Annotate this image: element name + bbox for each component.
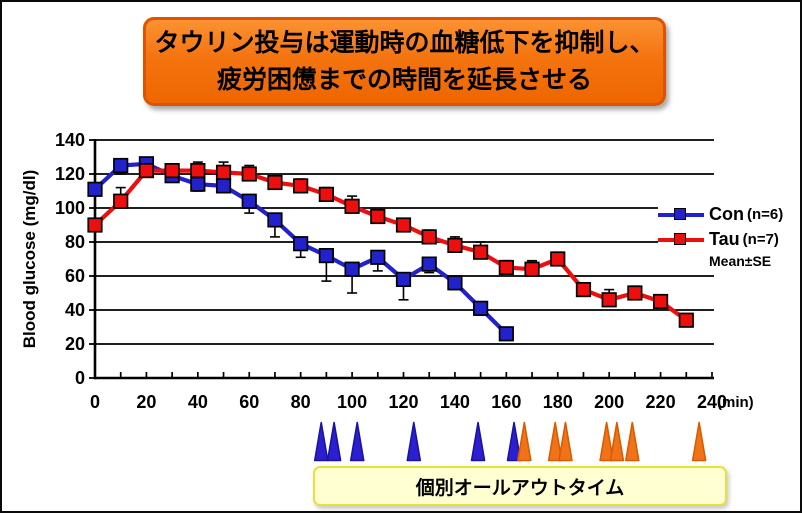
con-data-point xyxy=(87,181,103,197)
tau-allout-triangle xyxy=(625,421,640,462)
legend-item-con: Con (n=6) xyxy=(658,202,800,227)
tau-allout-triangle xyxy=(609,421,625,462)
x-tick-label: 40 xyxy=(188,392,208,412)
figure-title-box: タウリン投与は運動時の血糖低下を抑制し、 疲労困憊までの時間を延長させる xyxy=(143,17,666,106)
tau-marker-sample xyxy=(674,232,686,245)
con-data-point xyxy=(370,249,386,265)
con-data-point xyxy=(447,275,463,291)
y-tick-label: 40 xyxy=(65,300,85,320)
x-tick-label: 120 xyxy=(388,392,418,412)
x-tick-label: 240 xyxy=(697,392,727,412)
x-tick-label: 220 xyxy=(646,392,676,412)
tau-data-point xyxy=(627,285,643,301)
x-axis-unit-label: (min) xyxy=(717,394,754,411)
tau-data-point xyxy=(87,217,103,233)
tau-data-point xyxy=(678,312,694,328)
tau-data-point xyxy=(447,237,463,253)
con-data-point xyxy=(473,300,489,316)
tau-data-point xyxy=(575,282,592,298)
con-data-point xyxy=(113,157,129,174)
y-axis-label: Blood glucose (mg/dl) xyxy=(20,169,39,349)
legend-con-label: Con xyxy=(709,204,744,224)
tau-data-point xyxy=(498,259,514,276)
y-tick-label: 20 xyxy=(65,334,85,354)
con-data-point xyxy=(190,176,206,192)
con-data-point xyxy=(421,256,437,272)
figure-title-line1: タウリン投与は運動時の血糖低下を抑制し、 xyxy=(154,29,655,58)
con-allout-triangle xyxy=(349,421,365,462)
con-data-point xyxy=(344,261,360,277)
tau-data-point xyxy=(241,166,257,182)
tau-series-line xyxy=(92,168,689,323)
tau-allout-triangle xyxy=(547,421,563,462)
tau-data-point xyxy=(652,293,669,310)
con-allout-triangle xyxy=(506,421,522,462)
x-tick-label: 60 xyxy=(239,392,259,412)
legend-tau-n: (n=7) xyxy=(742,231,779,248)
con-data-point xyxy=(241,193,257,209)
tau-allout-triangle xyxy=(599,421,614,462)
tau-data-point xyxy=(524,261,540,277)
con-allout-triangle xyxy=(406,421,422,462)
chart-legend: Con (n=6) Tau (n=7) Mean±SE xyxy=(658,199,800,273)
con-marker-sample xyxy=(674,207,686,220)
x-tick-label: 200 xyxy=(594,392,624,412)
con-data-point xyxy=(293,236,309,252)
x-tick-label: 180 xyxy=(543,392,573,412)
tau-data-point xyxy=(344,198,360,214)
x-tick-label: 0 xyxy=(90,392,100,412)
x-tick-label: 100 xyxy=(337,392,367,412)
y-tick-label: 60 xyxy=(65,266,85,286)
tau-data-point xyxy=(293,178,309,194)
x-tick-label: 140 xyxy=(440,392,470,412)
tau-data-point xyxy=(113,193,129,209)
tau-data-point xyxy=(215,164,232,180)
con-series-swatch xyxy=(658,207,704,222)
tau-data-point xyxy=(190,163,206,179)
tau-data-point xyxy=(267,174,283,191)
x-tick-label: 160 xyxy=(491,392,521,412)
tau-data-point xyxy=(370,208,386,225)
tau-data-point xyxy=(318,186,334,202)
tau-allout-triangle xyxy=(517,421,532,462)
con-data-point xyxy=(395,271,412,287)
figure-title-line2: 疲労困憊までの時間を延長させる xyxy=(216,65,592,94)
tau-data-point xyxy=(473,244,489,260)
con-data-point xyxy=(498,326,514,342)
tau-data-point xyxy=(601,292,617,308)
y-tick-label: 80 xyxy=(65,232,85,252)
legend-item-tau: Tau (n=7) xyxy=(658,227,800,252)
con-data-point xyxy=(215,178,232,194)
tau-data-point xyxy=(395,217,412,233)
allout-time-box: 個別オールアウトタイム xyxy=(313,466,727,506)
con-allout-triangle xyxy=(313,421,329,462)
y-tick-label: 140 xyxy=(55,130,85,150)
legend-con-n: (n=6) xyxy=(747,206,784,223)
x-tick-label: 20 xyxy=(136,392,156,412)
y-tick-label: 120 xyxy=(55,164,85,184)
con-allout-triangle xyxy=(470,421,486,462)
con-data-point xyxy=(318,248,334,264)
tau-data-point xyxy=(550,251,566,267)
tau-data-point xyxy=(421,229,437,245)
y-tick-label: 0 xyxy=(75,368,85,388)
allout-time-label: 個別オールアウトタイム xyxy=(415,477,625,499)
y-tick-label: 100 xyxy=(55,198,85,218)
legend-tau-label: Tau xyxy=(709,229,740,249)
tau-data-point xyxy=(164,163,180,179)
x-tick-label: 80 xyxy=(291,392,311,412)
con-data-point xyxy=(267,212,283,228)
tau-allout-triangle xyxy=(558,421,573,462)
legend-mean-se-note: Mean±SE xyxy=(709,253,772,269)
tau-series-swatch xyxy=(658,232,704,247)
tau-allout-triangle xyxy=(691,421,707,462)
con-allout-triangle xyxy=(326,421,342,462)
tau-data-point xyxy=(138,163,155,179)
